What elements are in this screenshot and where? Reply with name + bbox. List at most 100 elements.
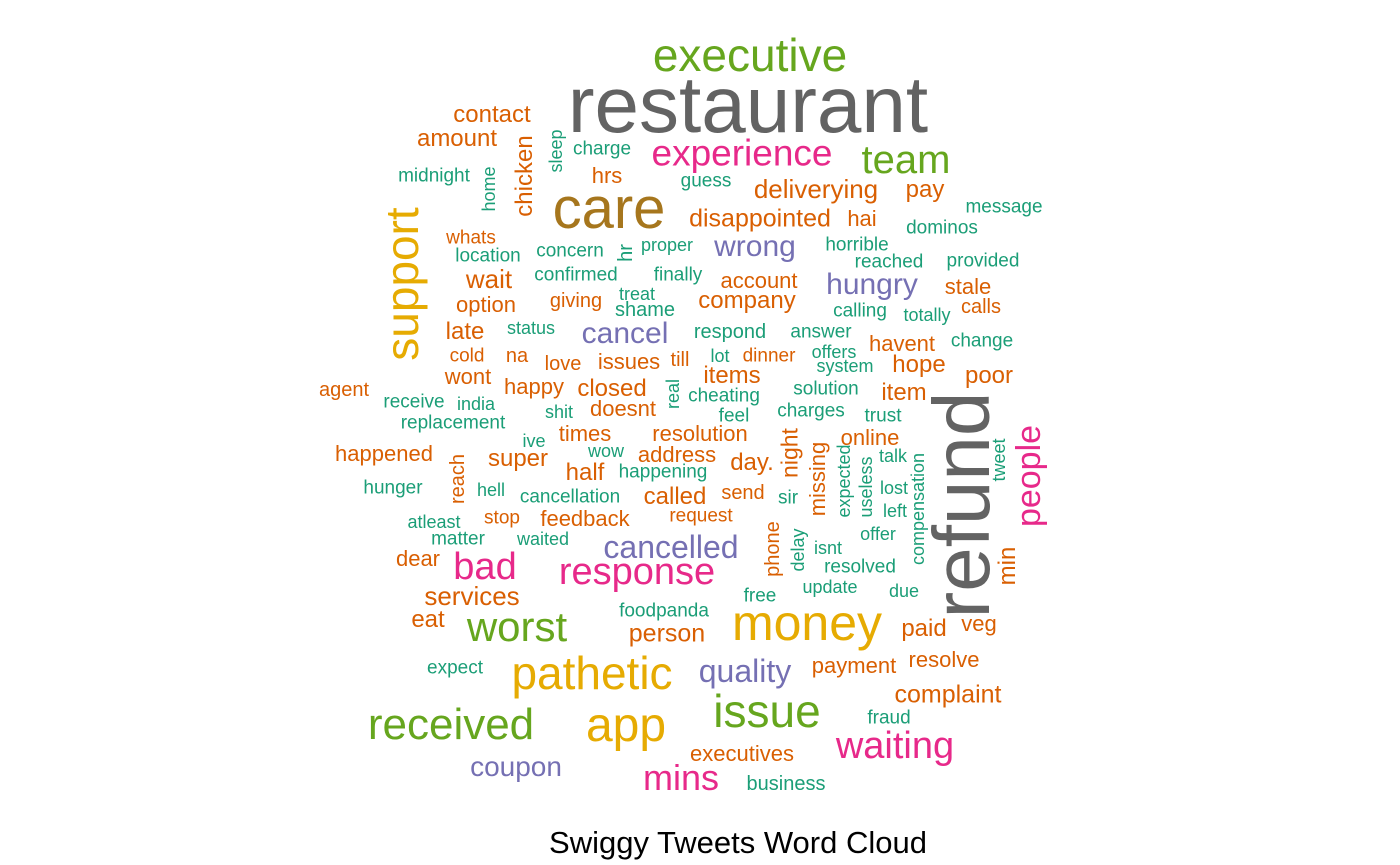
word-cloud-word: issue [713,685,821,737]
word-cloud-word: reached [854,251,924,273]
word-cloud-word: resolution [652,421,748,446]
word-cloud-word: doesnt [589,396,657,421]
word-cloud-word: real [663,378,683,410]
word-cloud-word: payment [811,653,897,678]
word-cloud-word: charges [777,400,845,422]
word-cloud-word: issues [597,349,661,374]
word-cloud-word: paid [901,615,947,642]
word-cloud-word: update [802,577,858,597]
word-cloud-word: solution [793,378,859,400]
word-cloud-word: waited [516,529,570,549]
figure-title: Swiggy Tweets Word Cloud [549,825,927,860]
word-cloud-word: answer [790,321,852,343]
word-cloud-word: calls [960,296,1002,318]
word-cloud-word: useless [856,456,876,518]
word-cloud-word: disappointed [689,204,831,233]
word-cloud-word: eat [411,606,445,633]
word-cloud-word: change [950,330,1014,352]
word-cloud-word: items [703,362,761,389]
word-cloud-word: horrible [825,234,889,256]
word-cloud-word: contact [453,101,531,128]
word-cloud-word: feedback [540,506,630,531]
word-cloud-word: restaurant [567,60,929,149]
word-cloud-word: compensation [908,452,928,566]
word-cloud-word: cancel [581,317,669,350]
word-cloud-word: receive [383,391,445,413]
word-cloud-word: pay [905,176,945,203]
word-cloud-word: night [776,428,803,478]
word-cloud-word: dominos [906,217,978,239]
word-cloud-word: cancellation [519,486,621,508]
word-cloud-word: sir [777,487,799,509]
word-cloud-word: atleast [407,512,461,532]
word-cloud-word: ive [522,431,546,451]
word-cloud-word: closed [577,375,647,402]
word-cloud-word: company [698,287,796,314]
word-cloud-word: proper [640,235,694,255]
word-cloud-word: hungry [826,268,918,301]
word-cloud-word: wont [444,364,492,389]
word-cloud-word: charge [572,138,632,160]
word-cloud-word: offer [860,524,896,544]
word-cloud-word: message [965,196,1043,218]
word-cloud-word: status [506,318,556,338]
word-cloud-word: times [558,421,612,446]
word-cloud-word: stop [484,507,520,529]
word-cloud-word: quality [698,653,792,689]
word-cloud-word: midnight [398,165,470,187]
word-cloud-word: tweet [989,438,1009,482]
word-cloud-word: wow [587,441,625,461]
word-cloud-word: hai [847,206,877,231]
word-cloud-word: request [669,505,733,527]
word-cloud-word: executives [690,741,794,766]
word-cloud-word: send [721,482,765,504]
word-cloud-word: phone [762,521,784,577]
word-cloud-word: isnt [813,538,843,558]
word-cloud-word: feel [718,405,750,427]
word-cloud-word: hunger [363,477,423,499]
word-cloud-word: expected [834,444,854,518]
word-cloud-word: india [456,394,496,414]
word-cloud-word: cold [449,345,485,367]
word-cloud-word: totally [903,305,951,325]
word-cloud-word: mins [642,757,720,798]
word-cloud-word: super [487,445,549,472]
word-cloud-word: waiting [835,725,955,767]
word-cloud-word: na [505,345,529,367]
word-cloud-word: confirmed [534,264,618,286]
word-cloud-word: option [456,292,516,317]
word-cloud-word: cancelled [603,529,739,565]
word-cloud-word: concern [536,240,604,262]
word-cloud-word: agent [318,379,370,401]
word-cloud-word: talk [878,446,908,466]
word-cloud-word: wrong [714,230,796,263]
word-cloud-word: business [746,773,826,795]
word-cloud-word: free [743,585,777,607]
word-cloud-word: veg [961,611,997,636]
word-cloud-word: replacement [400,412,506,434]
word-cloud-word: system [816,356,874,376]
word-cloud-word: item [881,379,927,406]
word-cloud-word: till [670,349,690,371]
word-cloud-word: support [376,207,428,361]
word-cloud-word: hope [892,351,946,378]
word-cloud-word: dinner [742,345,796,367]
word-cloud-word: pathetic [511,647,673,699]
word-cloud-word: lost [879,478,909,498]
word-cloud-word: response [558,551,716,593]
word-cloud-word: services [424,581,520,611]
word-cloud-word: half [565,459,605,486]
word-cloud-word: app [585,699,667,752]
word-cloud-word: fraud [867,707,911,729]
word-cloud-word: online [840,425,900,450]
word-cloud-word: poor [964,362,1014,389]
word-cloud-word: coupon [470,751,562,782]
word-cloud-word: hell [476,480,506,500]
word-cloud-word: sleep [546,129,566,173]
word-cloud-word: trust [864,405,902,427]
word-cloud-word: experience [651,132,833,174]
word-cloud-word: love [544,353,582,375]
word-cloud-word: resolve [908,647,980,672]
word-cloud-word: lot [710,346,730,366]
word-cloud-word: dear [395,546,441,571]
